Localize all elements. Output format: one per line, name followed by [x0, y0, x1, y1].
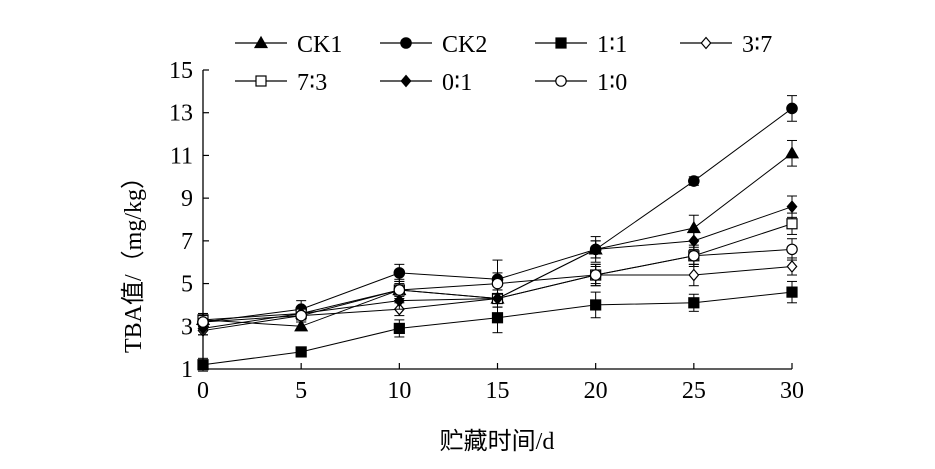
legend-marker — [400, 74, 412, 88]
x-tick-label: 5 — [295, 378, 307, 404]
y-tick-label: 15 — [169, 58, 193, 84]
data-point — [688, 297, 700, 309]
legend-item: CK1 — [235, 32, 342, 58]
data-point — [393, 267, 406, 279]
data-point — [688, 250, 700, 262]
x-tick-label: 10 — [387, 378, 411, 404]
data-point — [786, 260, 798, 273]
legend-item: CK2 — [380, 32, 487, 58]
legend-label: 1∶1 — [597, 32, 627, 58]
x-ticks: 0 5 10 15 20 25 30 — [197, 363, 804, 404]
y-tick-label: 7 — [181, 229, 193, 255]
legend-label: 0∶1 — [442, 70, 472, 96]
data-point — [589, 269, 602, 281]
legend-label: 7∶3 — [297, 70, 327, 96]
data-point — [686, 220, 701, 234]
data-point — [786, 218, 798, 230]
legend-item: 1∶1 — [535, 32, 627, 58]
data-point — [786, 243, 798, 256]
legend-label: CK1 — [297, 32, 342, 58]
x-tick-label: 20 — [584, 378, 608, 404]
data-point — [784, 146, 800, 159]
data-point — [295, 309, 307, 322]
data-point — [492, 292, 503, 305]
series-layer — [195, 95, 800, 372]
series-7 — [197, 238, 798, 329]
legend-item: 7∶3 — [235, 70, 327, 96]
legend-item: 3∶7 — [680, 32, 772, 58]
data-point — [590, 299, 602, 311]
legend-marker — [255, 75, 267, 87]
legend: CK1 CK2 1∶1 3∶7 7∶3 0∶1 1∶0 — [235, 32, 772, 96]
data-point — [294, 319, 309, 332]
data-point — [590, 242, 602, 256]
data-point — [786, 286, 798, 298]
data-point — [491, 277, 504, 290]
data-point — [786, 102, 798, 115]
data-point — [197, 316, 209, 328]
x-axis-label: 贮藏时间/d — [440, 428, 555, 455]
legend-marker — [555, 75, 567, 87]
y-tick-label: 1 — [181, 357, 193, 383]
legend-label: 1∶0 — [597, 70, 627, 96]
data-point — [393, 322, 405, 335]
y-tick-label: 11 — [170, 143, 193, 169]
legend-item: 1∶0 — [535, 70, 627, 96]
x-tick-label: 0 — [197, 378, 209, 404]
legend-label: 3∶7 — [742, 32, 772, 58]
legend-marker — [700, 36, 712, 50]
x-tick-label: 25 — [682, 378, 706, 404]
y-tick-label: 9 — [181, 186, 193, 212]
data-point — [786, 200, 798, 214]
data-point — [688, 268, 700, 282]
legend-marker — [400, 37, 412, 49]
series-3 — [197, 280, 798, 372]
y-tick-label: 3 — [181, 314, 193, 340]
data-point — [491, 312, 504, 324]
legend-item: 0∶1 — [380, 70, 472, 96]
data-point — [295, 346, 307, 358]
data-point — [197, 359, 209, 371]
legend-marker — [555, 37, 567, 49]
legend-label: CK2 — [442, 32, 487, 58]
data-point — [393, 284, 406, 296]
x-tick-label: 15 — [486, 378, 510, 404]
y-axis-label: TBA值/（mg/kg） — [120, 165, 147, 353]
legend-marker — [253, 35, 269, 49]
data-point — [688, 175, 700, 187]
x-tick-label: 30 — [780, 378, 804, 404]
y-tick-label: 13 — [169, 101, 193, 127]
y-tick-label: 5 — [181, 272, 193, 298]
